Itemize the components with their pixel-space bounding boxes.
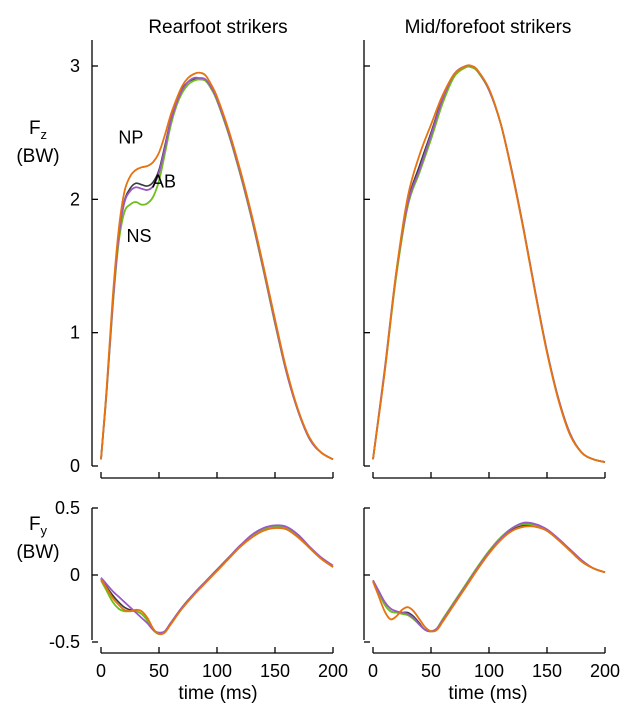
series-line: [372, 64, 606, 463]
fz-axis-label: Fz (BW): [16, 118, 59, 167]
x-tick-label: 0: [96, 661, 106, 681]
x-tick-label: 200: [318, 661, 348, 681]
series-line: [372, 64, 606, 463]
fy-axis-label: Fy (BW): [16, 514, 59, 563]
series-line: [100, 525, 334, 635]
series-line-np: [100, 527, 334, 636]
y-tick-label: 0: [70, 565, 80, 585]
y-tick-label: 2: [70, 189, 80, 209]
column-title-midforefoot: Mid/forefoot strikers: [405, 17, 572, 38]
fz-label-sub: z: [41, 127, 48, 142]
annotation-ab: AB: [152, 171, 176, 191]
x-tick-label: 100: [474, 661, 504, 681]
series-line: [372, 525, 606, 633]
series-line-np: [100, 71, 334, 461]
annotation-ns: NS: [127, 226, 152, 246]
x-tick-label: 150: [260, 661, 290, 681]
panel-rearfoot-fz: 0 1 2 3 NP AB NS: [70, 40, 334, 479]
svg-text:Fy: Fy: [29, 514, 48, 538]
y-tick-label: -0.5: [49, 632, 80, 652]
x-tick-label: 50: [421, 661, 441, 681]
x-tick-label: 100: [202, 661, 232, 681]
series-line: [372, 523, 606, 633]
x-tick-label: 200: [590, 661, 620, 681]
series-line-ab: [100, 524, 334, 634]
fy-label-main: F: [29, 514, 41, 535]
panel-midforefoot-fy: 0 50 100 150 200: [363, 507, 620, 681]
panel-midforefoot-fz: [363, 40, 606, 479]
fy-label-sub: y: [41, 523, 48, 538]
x-axis-label-left: time (ms): [178, 683, 257, 704]
y-tick-label: 3: [70, 56, 80, 76]
y-tick-label: 1: [70, 323, 80, 343]
fz-label-main: F: [29, 118, 41, 139]
column-title-rearfoot: Rearfoot strikers: [148, 17, 287, 38]
x-tick-label: 0: [368, 661, 378, 681]
fz-label-unit: (BW): [16, 146, 59, 167]
x-tick-label: 150: [532, 661, 562, 681]
series-line: [372, 65, 606, 463]
annotation-np: NP: [118, 127, 143, 147]
fy-label-unit: (BW): [16, 542, 59, 563]
x-axis-label-right: time (ms): [448, 683, 527, 704]
x-tick-label: 50: [149, 661, 169, 681]
panel-rearfoot-fy: -0.5 0 0.5 0 50 100 150 200: [49, 498, 348, 681]
y-tick-label: 0: [70, 456, 80, 476]
svg-text:Fz: Fz: [29, 118, 47, 142]
series-line: [372, 65, 606, 463]
series-line-ns: [100, 525, 334, 635]
y-tick-label: 0.5: [55, 498, 80, 518]
